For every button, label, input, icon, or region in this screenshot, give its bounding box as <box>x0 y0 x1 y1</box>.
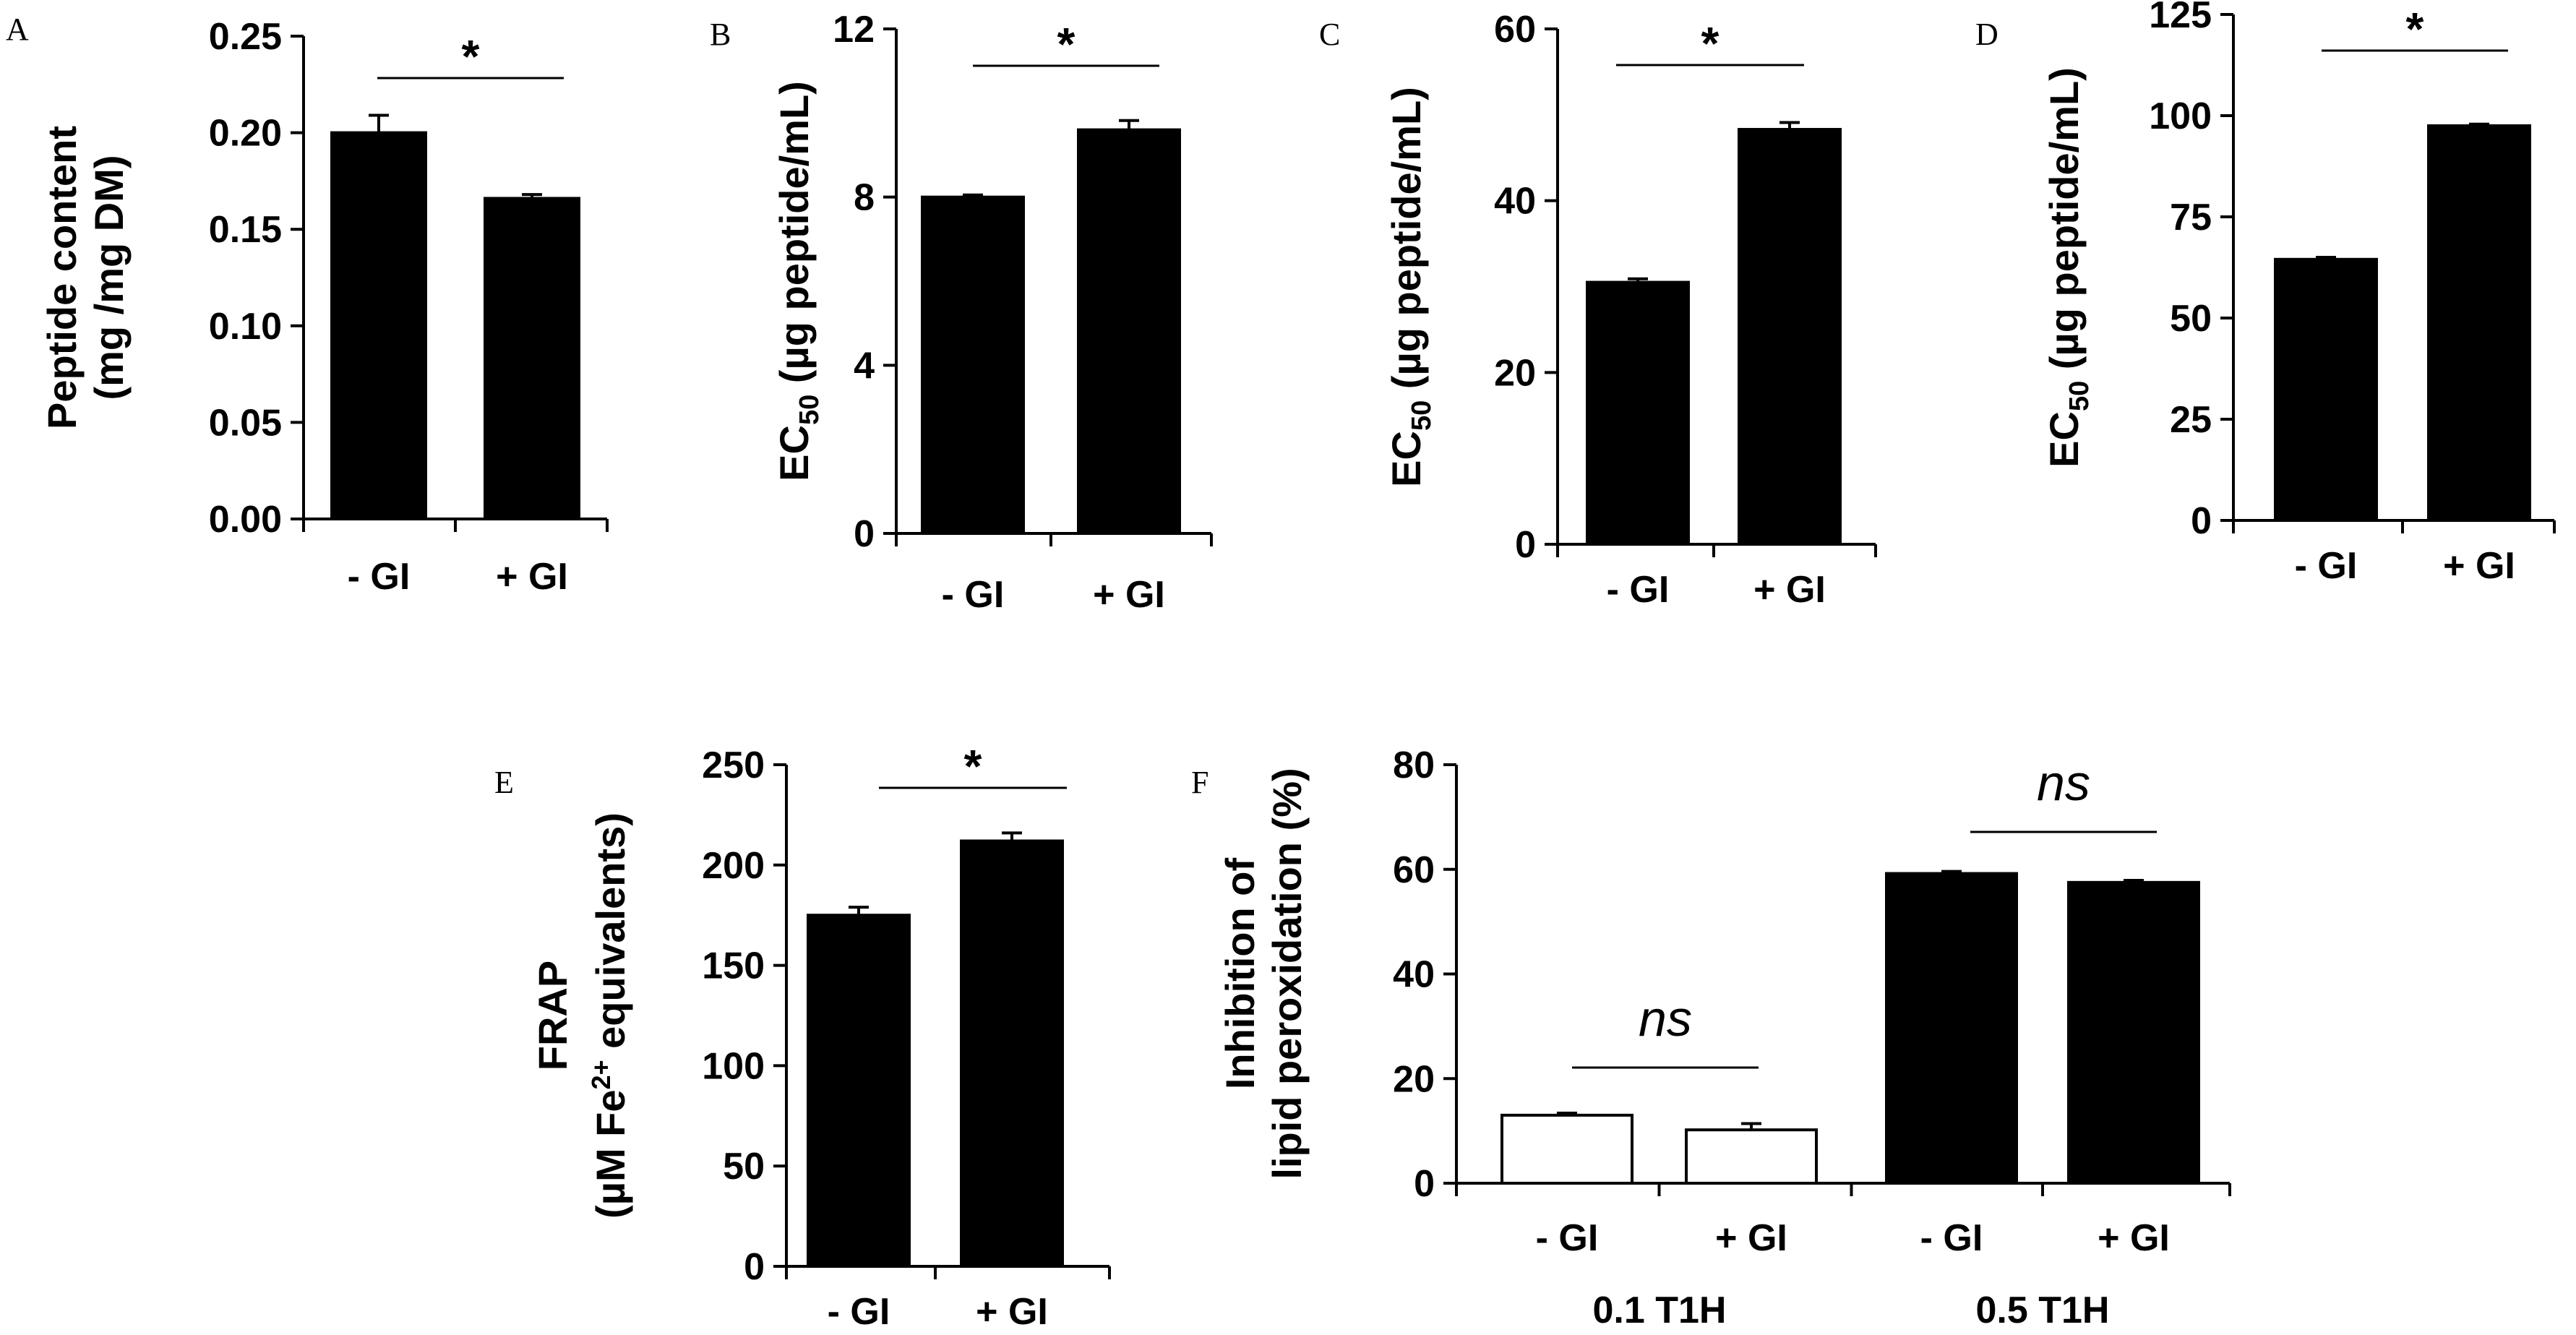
panel-letter: E <box>494 765 514 800</box>
group-label: 0.1 T1H <box>1593 1289 1727 1331</box>
y-tick-label: 150 <box>702 945 765 987</box>
y-tick-label: 0.05 <box>209 402 282 444</box>
y-tick-label: 4 <box>854 345 875 387</box>
y-tick-label: 100 <box>2149 95 2212 137</box>
y-tick-label: 20 <box>1393 1058 1435 1100</box>
bar <box>1077 128 1181 536</box>
x-tick-label: - GI <box>348 556 411 598</box>
bar <box>1685 1128 1818 1185</box>
chart-panel-c: C 0 20 40 60 - GI + GI * EC50 (µg peptide/mL) <box>1319 9 1877 611</box>
y-tick-label: 50 <box>2170 298 2212 340</box>
y-tick-label: 8 <box>854 177 875 219</box>
y-tick-label: 250 <box>702 744 765 786</box>
x-tick-label: + GI <box>1715 1217 1787 1259</box>
y-tick-label: 40 <box>1393 954 1435 996</box>
bar <box>921 195 1025 535</box>
y-axis-label: EC50 (µg peptide/mL) <box>1383 87 1437 487</box>
bar <box>960 839 1064 1269</box>
bar <box>330 131 427 521</box>
bar <box>1586 280 1690 546</box>
chart-panel-e: E 0 50 100 150 200 250 - GI + GI * FRAP(µM Fe2+ eq… <box>494 740 1111 1333</box>
y-axis-label: lipid peroxidation (%) <box>1264 768 1310 1179</box>
y-axis-label: (µM Fe2+ equivalents) <box>586 812 633 1219</box>
x-tick-label: + GI <box>1093 574 1165 616</box>
significance-label: * <box>2406 3 2424 55</box>
y-tick-label: 0 <box>1515 524 1536 566</box>
significance-label: ns <box>2037 755 2090 811</box>
y-tick-label: 0.25 <box>209 16 282 58</box>
y-tick-label: 0 <box>1414 1163 1435 1205</box>
y-tick-label: 20 <box>1494 352 1536 394</box>
significance-label: ns <box>1639 990 1692 1047</box>
y-tick-label: 80 <box>1393 744 1435 786</box>
y-axis-label: Inhibition of <box>1217 857 1263 1089</box>
y-tick-label: 60 <box>1393 849 1435 891</box>
chart-panel-a: A 0.00 0.05 0.10 0.15 0.20 0.25 - GI + GI * Peptid… <box>6 12 609 598</box>
y-tick-label: 50 <box>723 1146 765 1188</box>
y-tick-label: 60 <box>1494 9 1536 51</box>
x-tick-label: - GI <box>1607 569 1670 611</box>
y-tick-label: 0.15 <box>209 209 282 251</box>
y-tick-label: 0.00 <box>209 499 282 541</box>
panel-letter: C <box>1319 17 1340 52</box>
y-axis-label: (mg /mg DM) <box>86 155 132 400</box>
y-tick-label: 0 <box>2191 500 2212 542</box>
x-tick-label: + GI <box>976 1291 1048 1333</box>
x-tick-label: - GI <box>2295 545 2358 587</box>
x-tick-label: - GI <box>828 1291 890 1333</box>
bar <box>2427 124 2531 522</box>
y-tick-label: 75 <box>2170 197 2212 239</box>
y-tick-label: 125 <box>2149 0 2212 36</box>
bar <box>484 197 580 520</box>
panel-letter: B <box>710 17 731 52</box>
x-tick-label: + GI <box>496 556 568 598</box>
y-tick-label: 0.20 <box>209 113 282 155</box>
bar <box>2274 257 2378 522</box>
bar <box>1738 128 1842 546</box>
y-tick-label: 0 <box>854 513 875 555</box>
x-tick-label: - GI <box>1920 1217 1983 1259</box>
chart-panel-d: D 0 25 50 75 100 125 - GI + GI * EC50 (µg peptide/… <box>1975 0 2556 587</box>
significance-label: * <box>1701 17 1720 69</box>
chart-panel-b: B 0 4 8 12 - GI + GI * EC50 (µg peptide/mL) <box>710 9 1213 616</box>
y-axis-label: EC50 (µg peptide/mL) <box>771 81 825 481</box>
significance-label: * <box>964 740 982 792</box>
chart-panel-f: F 0 20 40 60 80 - GI + GI - GI + GI 0.1 T1H 0.5 T1H… <box>1191 744 2231 1331</box>
x-tick-label: + GI <box>1753 569 1826 611</box>
bar <box>807 914 911 1268</box>
y-tick-label: 0 <box>744 1246 765 1288</box>
significance-label: * <box>462 30 480 82</box>
panel-letter: A <box>6 12 29 47</box>
y-axis-label: Peptide content <box>39 126 85 429</box>
y-tick-label: 12 <box>833 9 875 51</box>
bar <box>2067 880 2200 1185</box>
y-axis-label: EC50 (µg peptide/mL) <box>2041 67 2095 468</box>
y-tick-label: 200 <box>702 845 765 887</box>
x-tick-label: - GI <box>942 574 1005 616</box>
significance-label: * <box>1057 18 1076 70</box>
bar <box>1885 872 2018 1185</box>
x-tick-label: - GI <box>1536 1217 1599 1259</box>
y-tick-label: 0.10 <box>209 306 282 348</box>
y-tick-label: 40 <box>1494 181 1536 223</box>
x-tick-label: + GI <box>2098 1217 2170 1259</box>
panel-letter: F <box>1191 765 1208 800</box>
bar <box>1500 1113 1633 1185</box>
group-label: 0.5 T1H <box>1976 1289 2110 1331</box>
y-tick-label: 25 <box>2170 399 2212 441</box>
panel-letter: D <box>1975 17 1998 52</box>
y-axis-label: FRAP <box>530 961 575 1070</box>
y-tick-label: 100 <box>702 1045 765 1087</box>
x-tick-label: + GI <box>2443 545 2515 587</box>
